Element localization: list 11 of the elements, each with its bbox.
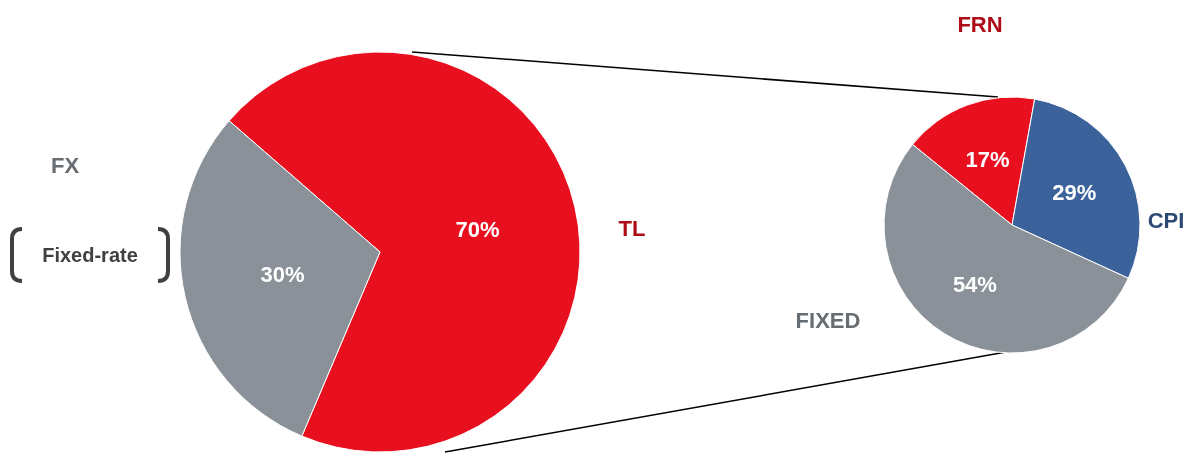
slice-label: FRN (957, 11, 1003, 37)
slice-label: CPI (1147, 207, 1185, 233)
slice-label: FIXED (795, 307, 861, 333)
data-label: 30% (260, 262, 305, 287)
data-label: 29% (1052, 179, 1097, 205)
data-label: 70% (455, 217, 500, 242)
text: Fixed-rate (42, 244, 138, 266)
slice-label: FX (50, 152, 80, 178)
data-label: 17% (965, 146, 1010, 172)
data-label: 54% (952, 272, 997, 298)
slice-label: TL (618, 215, 646, 241)
